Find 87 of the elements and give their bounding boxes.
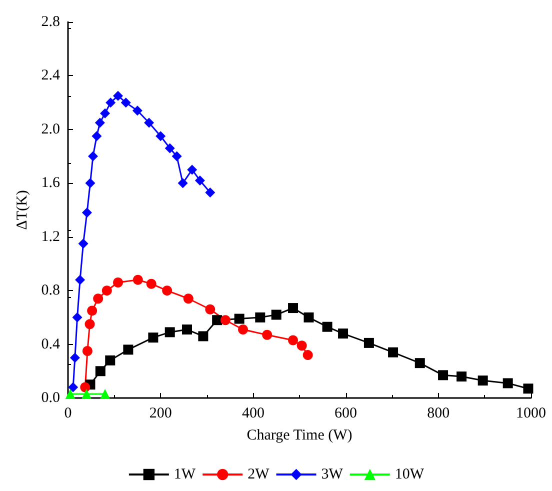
point <box>183 294 194 304</box>
point <box>93 294 104 304</box>
point <box>100 388 110 399</box>
point <box>271 310 282 320</box>
point <box>80 382 90 392</box>
point <box>132 106 142 116</box>
point <box>156 131 166 142</box>
point <box>288 335 298 346</box>
point <box>438 370 448 380</box>
y-tick-label: 2.4 <box>41 68 60 84</box>
point <box>172 151 182 162</box>
point <box>70 352 80 363</box>
point <box>198 331 208 342</box>
point <box>68 382 78 392</box>
point <box>85 178 96 188</box>
point <box>302 350 313 360</box>
point <box>220 315 230 326</box>
point <box>88 151 98 162</box>
point <box>102 286 112 296</box>
point <box>414 358 425 368</box>
y-tick-label: 0.8 <box>41 282 60 299</box>
point <box>113 278 124 288</box>
point <box>75 274 86 285</box>
point <box>194 175 205 186</box>
point <box>164 327 175 338</box>
point <box>105 355 116 366</box>
x-tick-label: 0 <box>64 406 72 422</box>
point <box>304 312 314 322</box>
point <box>238 324 248 335</box>
point <box>182 324 192 335</box>
x-tick-label: 800 <box>427 406 450 422</box>
point <box>212 315 222 326</box>
point <box>288 303 298 314</box>
point <box>106 98 116 108</box>
y-tick-label: 1.2 <box>41 228 60 245</box>
point <box>478 376 488 386</box>
legend-label: 10W <box>394 466 425 482</box>
point <box>82 346 92 356</box>
point <box>123 344 134 355</box>
y-tick-label: 0.4 <box>41 336 60 352</box>
point <box>187 164 198 175</box>
point <box>94 118 105 128</box>
point <box>322 322 332 332</box>
point <box>65 388 76 399</box>
y-tick-label: 2.8 <box>41 14 60 30</box>
point <box>82 388 92 399</box>
point <box>100 108 110 118</box>
point <box>84 319 95 330</box>
x-tick-label: 400 <box>242 406 264 422</box>
point <box>205 304 216 314</box>
point <box>205 188 216 198</box>
legend-label: 3W <box>321 466 344 482</box>
legend-label: 1W <box>174 466 196 482</box>
x-tick-label: 200 <box>149 406 172 422</box>
point <box>144 118 154 128</box>
x-tick-label: 1000 <box>516 406 546 422</box>
point <box>255 312 266 322</box>
point <box>178 178 188 188</box>
point <box>338 328 348 339</box>
point <box>92 131 102 142</box>
point <box>146 278 156 289</box>
point <box>87 306 98 316</box>
y-tick-label: 2.0 <box>41 121 60 138</box>
legend-label: 2W <box>248 466 270 482</box>
point <box>262 330 272 340</box>
y-tick-label: 0.0 <box>41 390 60 406</box>
point <box>234 314 244 324</box>
point <box>72 312 82 322</box>
point <box>388 347 398 358</box>
point <box>162 286 172 296</box>
point <box>120 98 131 108</box>
point <box>148 332 158 343</box>
point <box>78 238 88 249</box>
y-axis-title: ΔT(K) <box>14 190 30 230</box>
point <box>523 384 534 394</box>
point <box>113 90 124 101</box>
point <box>132 274 143 285</box>
point <box>164 143 175 154</box>
x-axis-title: Charge Time (W) <box>246 428 352 444</box>
point <box>82 208 92 218</box>
point <box>456 372 467 382</box>
x-tick-label: 600 <box>334 406 358 422</box>
point <box>502 378 513 388</box>
point <box>364 338 374 348</box>
point <box>95 366 106 376</box>
point <box>296 340 307 351</box>
y-tick-label: 1.6 <box>41 175 60 192</box>
